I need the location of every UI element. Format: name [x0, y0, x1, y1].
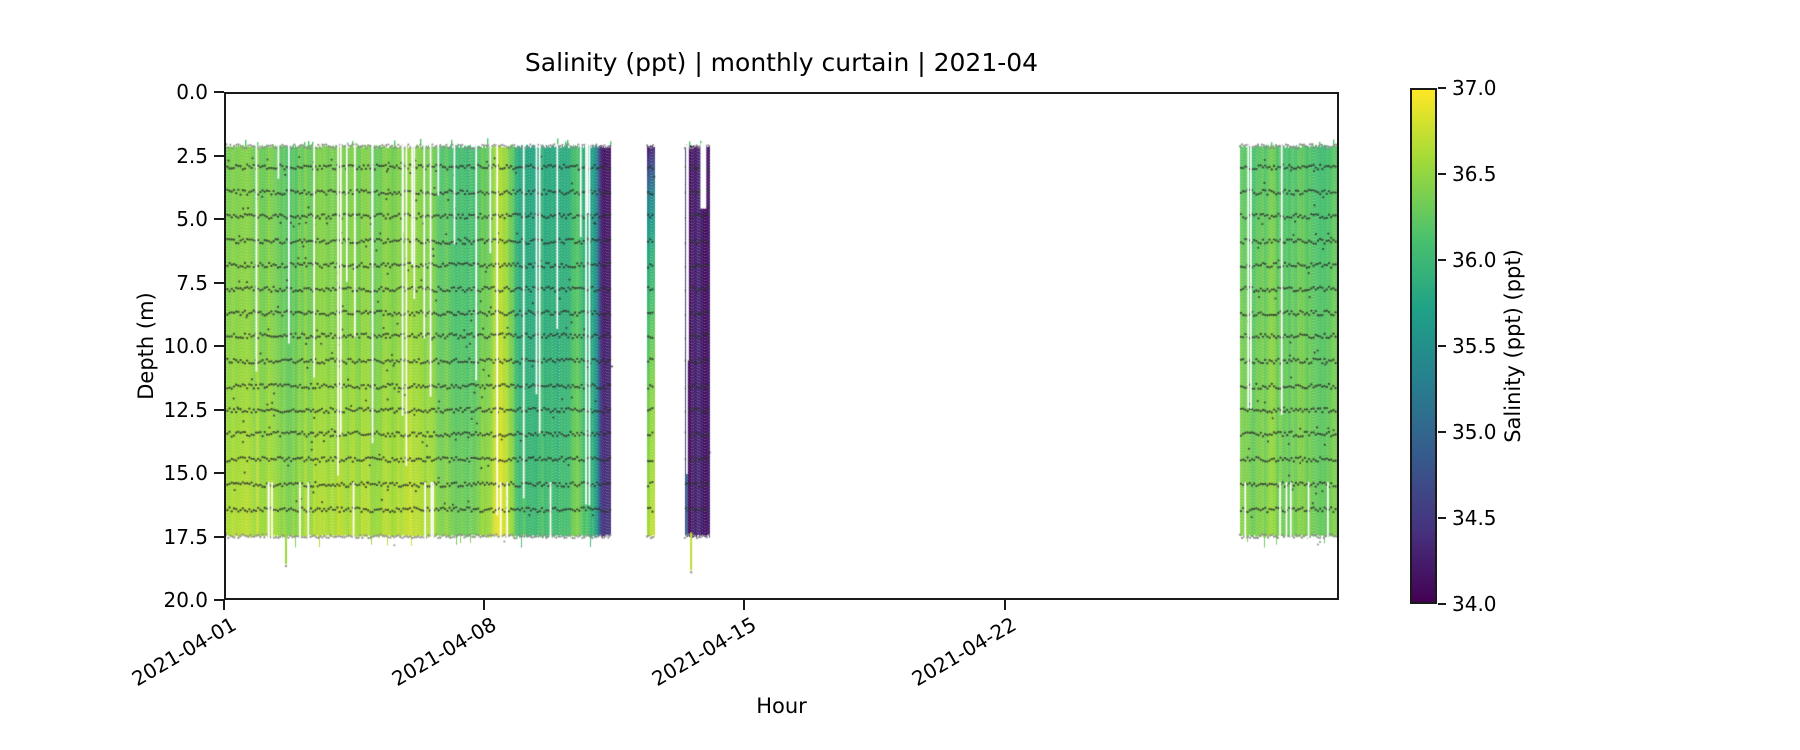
y-tick-mark — [214, 154, 224, 157]
y-tick-mark — [214, 345, 224, 347]
colorbar-tick-mark — [1438, 517, 1446, 519]
colorbar-tick-label: 37.0 — [1452, 76, 1497, 100]
y-tick-label: 17.5 — [163, 524, 208, 549]
y-tick-label: 5.0 — [176, 207, 208, 231]
colorbar — [1410, 88, 1437, 604]
colorbar-tick-label: 35.5 — [1452, 334, 1497, 358]
y-tick-mark — [214, 472, 224, 474]
colorbar-tick-label: 36.5 — [1452, 162, 1497, 186]
y-tick-mark — [214, 91, 224, 93]
y-tick-label: 20.0 — [163, 588, 208, 612]
colorbar-label: Salinity (ppt) (ppt) — [1501, 249, 1525, 443]
y-tick-mark — [214, 599, 224, 601]
x-tick-label: 2021-04-08 — [387, 612, 501, 691]
y-tick-label: 7.5 — [176, 270, 208, 295]
colorbar-tick-mark — [1438, 345, 1446, 347]
colorbar-tick-label: 36.0 — [1452, 248, 1497, 272]
y-tick-label: 15.0 — [163, 461, 208, 485]
salinity-curtain-canvas — [226, 94, 1337, 598]
y-tick-mark — [214, 535, 224, 538]
y-tick-mark — [214, 218, 224, 220]
x-tick-mark — [1003, 600, 1006, 610]
x-tick-label: 2021-04-01 — [127, 612, 240, 691]
colorbar-tick-mark — [1438, 603, 1446, 605]
x-tick-label: 2021-04-22 — [907, 612, 1021, 691]
colorbar-tick-mark — [1438, 431, 1446, 433]
y-tick-mark — [214, 281, 224, 284]
colorbar-tick-label: 34.0 — [1452, 592, 1497, 616]
x-tick-mark — [223, 600, 225, 610]
colorbar-tick-label: 34.5 — [1452, 506, 1497, 530]
colorbar-tick-label: 35.0 — [1452, 420, 1497, 444]
x-tick-mark — [743, 600, 746, 610]
colorbar-tick-mark — [1438, 87, 1446, 89]
y-tick-label: 10.0 — [163, 334, 208, 358]
chart-title: Salinity (ppt) | monthly curtain | 2021-… — [524, 48, 1039, 77]
plot-area — [224, 92, 1339, 600]
colorbar-tick-mark — [1438, 173, 1446, 175]
y-tick-label: 2.5 — [176, 143, 208, 168]
y-tick-label: 0.0 — [176, 80, 208, 104]
y-tick-mark — [214, 408, 224, 411]
x-axis-label: Hour — [756, 694, 807, 718]
colorbar-tick-mark — [1438, 259, 1446, 261]
x-tick-label: 2021-04-15 — [647, 612, 761, 691]
x-tick-mark — [483, 600, 486, 610]
y-tick-label: 12.5 — [163, 397, 208, 422]
